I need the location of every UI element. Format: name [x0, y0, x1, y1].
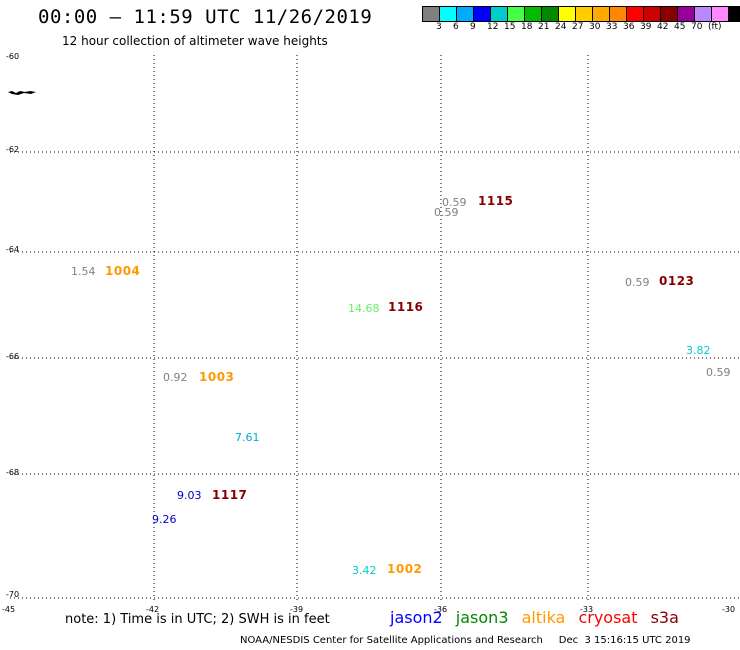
color-swatch [576, 7, 593, 21]
lat-label: -66 [6, 352, 20, 361]
wave-height-value: 3.82 [686, 344, 711, 357]
color-swatch [729, 7, 740, 21]
wave-height-value: 0.92 [163, 371, 188, 384]
color-swatch [610, 7, 627, 21]
satellite-altika: altika [521, 608, 566, 627]
satellite-legend: jason2 jason3 altika cryosat s3a [390, 608, 687, 627]
wave-height-value: 0.59 [442, 196, 467, 209]
color-scale-label: 24 [555, 22, 567, 32]
chart-title: 00:00 – 11:59 UTC 11/26/2019 [38, 6, 373, 28]
buoy-id: 1004 [105, 264, 141, 278]
color-scale-label: 3 [436, 22, 442, 32]
satellite-s3a: s3a [650, 608, 679, 627]
color-swatch [474, 7, 491, 21]
color-scale-label: 15 [504, 22, 516, 32]
color-scale-label: 30 [589, 22, 601, 32]
color-swatch [508, 7, 525, 21]
color-scale-label: 70 [691, 22, 703, 32]
lon-label: -30 [722, 605, 736, 614]
satellite-cryosat: cryosat [578, 608, 638, 627]
color-swatch [678, 7, 695, 21]
buoy-id: 0123 [659, 274, 695, 288]
lon-label: -39 [290, 605, 304, 614]
lon-label: -45 [2, 605, 16, 614]
color-swatch [627, 7, 644, 21]
buoy-id: 1116 [388, 300, 424, 314]
color-swatch [525, 7, 542, 21]
color-scale-label: 36 [623, 22, 635, 32]
color-swatch [542, 7, 559, 21]
wave-height-value: 0.59 [706, 366, 731, 379]
footer-note: note: 1) Time is in UTC; 2) SWH is in fe… [65, 612, 330, 627]
wave-height-value: 9.03 [177, 489, 202, 502]
color-scale-label: 39 [640, 22, 652, 32]
color-swatch [593, 7, 610, 21]
lat-label: -60 [6, 52, 20, 61]
buoy-id: 1003 [199, 370, 235, 384]
lat-label: -68 [6, 468, 20, 477]
color-swatch [661, 7, 678, 21]
lon-label: -42 [146, 605, 160, 614]
satellite-jason3: jason3 [455, 608, 509, 627]
lat-label: -64 [6, 245, 20, 254]
color-swatch [491, 7, 508, 21]
color-scale-label: 33 [606, 22, 618, 32]
wave-height-value: 3.42 [352, 564, 377, 577]
color-swatch [712, 7, 729, 21]
color-scale-label: 18 [521, 22, 533, 32]
lon-label: -36 [434, 605, 448, 614]
color-scale-label: 9 [470, 22, 476, 32]
satellite-jason2: jason2 [390, 608, 443, 627]
color-scale-label: 27 [572, 22, 584, 32]
buoy-id: 1002 [387, 562, 423, 576]
color-swatch [559, 7, 576, 21]
color-scale-bar [422, 6, 740, 22]
color-swatch [423, 7, 440, 21]
lat-label: -70 [6, 590, 20, 599]
wave-height-value: 0.59 [434, 206, 459, 219]
color-scale-label: (ft) [708, 22, 722, 32]
wave-height-value: 0.59 [625, 276, 650, 289]
lon-label: -33 [580, 605, 594, 614]
lat-label: -62 [6, 145, 20, 154]
color-swatch [457, 7, 474, 21]
color-scale-labels: 3 6 9 12 15 18 21 24 27 30 33 36 39 42 45 70 (ft) [422, 22, 740, 34]
color-scale-label: 45 [674, 22, 686, 32]
color-scale-label: 21 [538, 22, 550, 32]
buoy-id: 1117 [212, 488, 248, 502]
color-scale-label: 42 [657, 22, 669, 32]
color-scale-label: 12 [487, 22, 499, 32]
island-coastline [8, 91, 36, 95]
wave-height-value: 9.26 [152, 513, 177, 526]
color-swatch [644, 7, 661, 21]
color-swatch [695, 7, 712, 21]
color-scale-label: 6 [453, 22, 459, 32]
credit-line: NOAA/NESDIS Center for Satellite Applica… [240, 635, 691, 646]
wave-height-value: 7.61 [235, 431, 260, 444]
buoy-id: 1115 [478, 194, 514, 208]
color-swatch [440, 7, 457, 21]
wave-height-value: 14.68 [348, 302, 380, 315]
wave-height-value: 1.54 [71, 265, 96, 278]
chart-subtitle: 12 hour collection of altimeter wave hei… [62, 34, 328, 48]
